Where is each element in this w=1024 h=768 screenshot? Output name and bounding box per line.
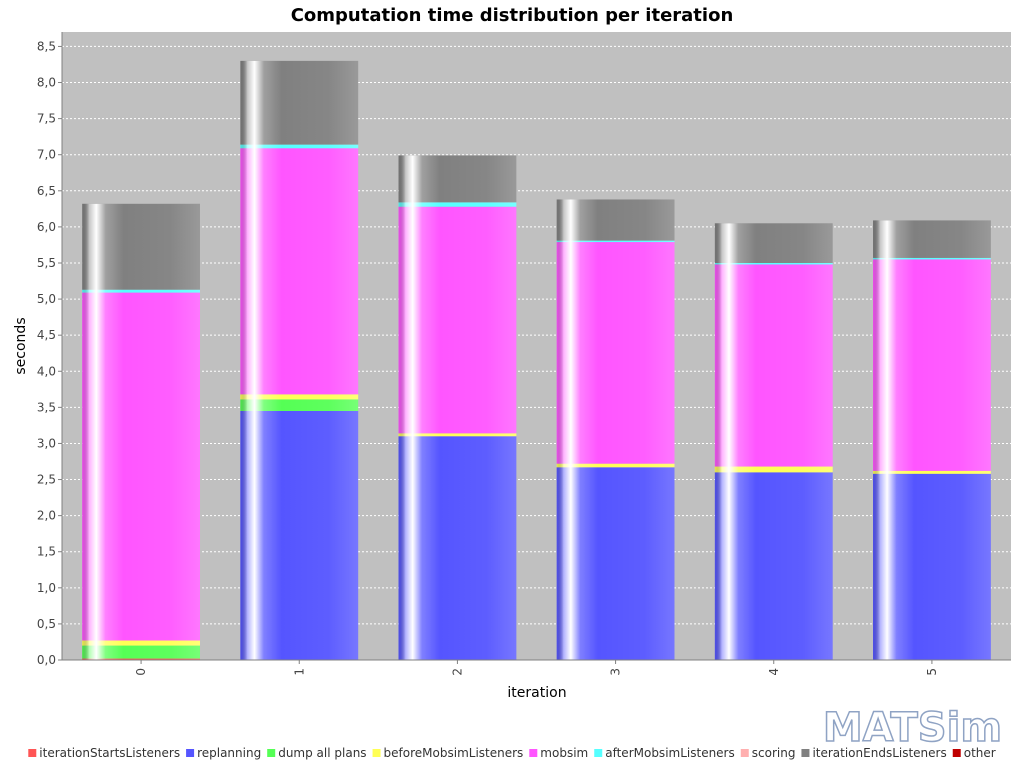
matsim-logo: MATSim (822, 704, 1003, 752)
legend-swatch (740, 749, 749, 757)
chart-title: Computation time distribution per iterat… (291, 5, 734, 26)
y-tick-label: 6,5 (37, 184, 56, 198)
bar-stack-iteration-0 (82, 203, 201, 660)
y-tick-label: 1,0 (37, 581, 56, 595)
y-tick-label: 2,5 (37, 473, 56, 487)
x-tick-label: 5 (925, 668, 939, 676)
bar-stack-iteration-5 (872, 220, 991, 660)
plot-area (62, 32, 1011, 660)
y-axis-label: seconds (13, 317, 29, 374)
legend-item-aftermobsimlisteners: afterMobsimListeners (594, 746, 735, 760)
x-tick-label: 2 (450, 668, 464, 676)
legend-item-dump-all-plans: dump all plans (267, 746, 367, 760)
legend-swatch (186, 749, 195, 757)
bar-shine (714, 223, 833, 660)
legend-swatch (952, 749, 961, 757)
y-tick-label: 0,5 (37, 617, 56, 631)
legend-swatch (594, 749, 603, 757)
legend-item-scoring: scoring (740, 746, 796, 760)
legend-item-replanning: replanning (186, 746, 261, 760)
x-tick-label: 1 (292, 668, 306, 676)
y-tick-label: 5,0 (37, 292, 56, 306)
y-tick-label: 3,5 (37, 400, 56, 414)
bar-stack-iteration-4 (714, 223, 833, 660)
bar-stack-iteration-2 (398, 155, 517, 660)
legend-swatch (28, 749, 37, 757)
x-tick-label: 3 (609, 668, 623, 676)
chart-legend: iterationStartsListeners replanning dump a… (28, 746, 996, 760)
y-tick-label: 2,0 (37, 509, 56, 523)
y-tick-label: 8,5 (37, 39, 56, 53)
y-tick-label: 0,0 (37, 653, 56, 667)
x-tick-label: 4 (767, 668, 781, 676)
y-tick-label: 3,0 (37, 436, 56, 450)
y-tick-label: 6,0 (37, 220, 56, 234)
legend-label: scoring (752, 746, 796, 760)
legend-swatch (801, 749, 810, 757)
y-tick-label: 1,5 (37, 545, 56, 559)
legend-swatch (372, 749, 381, 757)
legend-swatch (529, 749, 538, 757)
legend-item-mobsim: mobsim (529, 746, 588, 760)
legend-label: other (964, 746, 996, 760)
y-axis-ticks: 0,0 0,5 1,0 1,5 2,0 2,5 3,0 3,5 4,0 4,5 5,0 5,5 6,0 6… (37, 39, 62, 667)
legend-item-iterationendslisteners: iterationEndsListeners (801, 746, 947, 760)
legend-label: iterationStartsListeners (39, 746, 180, 760)
bar-shine (82, 203, 201, 660)
legend-label: afterMobsimListeners (605, 746, 735, 760)
y-tick-label: 8,0 (37, 76, 56, 90)
x-axis-ticks: 0 1 2 3 4 5 (134, 660, 939, 676)
legend-label: dump all plans (278, 746, 366, 760)
bar-stack-iteration-1 (240, 60, 359, 661)
legend-item-other: other (952, 746, 996, 760)
legend-label: iterationEndsListeners (812, 746, 946, 760)
y-tick-label: 5,5 (37, 256, 56, 270)
bar-stacks (82, 60, 991, 661)
legend-item-iterationstartslisteners: iterationStartsListeners (28, 746, 180, 760)
y-tick-label: 4,5 (37, 328, 56, 342)
bar-shine (872, 220, 991, 660)
bar-shine (556, 199, 675, 660)
x-tick-label: 0 (134, 668, 148, 676)
bar-shine (240, 60, 359, 661)
logo-text: MATSim (823, 705, 1002, 751)
legend-label: beforeMobsimListeners (384, 746, 524, 760)
bar-stack-iteration-3 (556, 199, 675, 660)
y-tick-label: 7,5 (37, 112, 56, 126)
legend-item-beforemobsimlisteners: beforeMobsimListeners (372, 746, 524, 760)
legend-swatch (267, 749, 276, 757)
legend-label: replanning (197, 746, 261, 760)
y-tick-label: 4,0 (37, 364, 56, 378)
legend-label: mobsim (540, 746, 588, 760)
bar-shine (398, 155, 517, 660)
y-tick-label: 7,0 (37, 148, 56, 162)
x-axis-label: iteration (507, 685, 566, 701)
